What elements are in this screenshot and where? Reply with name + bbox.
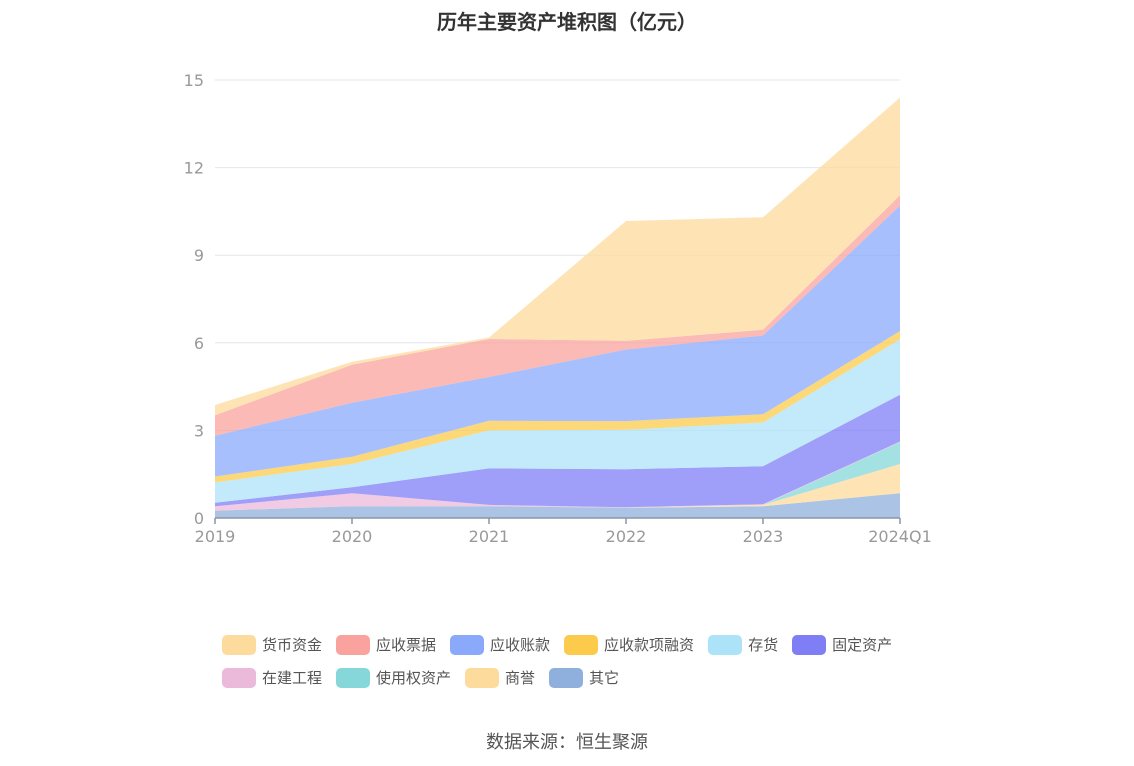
legend-item[interactable]: 货币资金 bbox=[222, 634, 322, 655]
legend-label: 应收款项融资 bbox=[604, 636, 695, 654]
legend-label: 商誉 bbox=[505, 669, 536, 687]
x-tick-label: 2021 bbox=[469, 527, 510, 546]
legend-swatch bbox=[708, 634, 743, 655]
legend-item[interactable]: 应收款项融资 bbox=[564, 634, 694, 655]
area-series bbox=[215, 97, 900, 518]
area-series-9 bbox=[215, 97, 900, 416]
y-tick-label: 15 bbox=[184, 71, 204, 90]
legend-item[interactable]: 其它 bbox=[549, 667, 619, 688]
x-tick-label: 2024Q1 bbox=[868, 527, 932, 546]
area-series-3 bbox=[215, 441, 900, 511]
legend-label: 使用权资产 bbox=[376, 669, 452, 687]
legend-item[interactable]: 应收账款 bbox=[450, 634, 550, 655]
legend-label: 在建工程 bbox=[262, 669, 323, 687]
y-tick-label: 12 bbox=[184, 159, 204, 178]
legend-label: 应收票据 bbox=[376, 636, 437, 654]
legend-row: 货币资金 应收票据 应收账款 应收款项融资 存货 固定资产 bbox=[222, 628, 922, 661]
legend-label: 存货 bbox=[748, 636, 779, 654]
y-tick-label: 6 bbox=[194, 334, 204, 353]
area-series-6 bbox=[215, 331, 900, 483]
legend-swatch bbox=[792, 634, 827, 655]
legend-swatch bbox=[564, 634, 599, 655]
area-series-4 bbox=[215, 394, 900, 508]
x-tick-label: 2023 bbox=[743, 527, 784, 546]
y-tick-label: 9 bbox=[194, 246, 204, 265]
legend: 货币资金 应收票据 应收账款 应收款项融资 存货 固定资产在建工程 使用权资产 商誉 其它 bbox=[222, 628, 922, 694]
legend-row: 在建工程 使用权资产 商誉 其它 bbox=[222, 661, 922, 694]
x-tick-label: 2019 bbox=[195, 527, 236, 546]
legend-item[interactable]: 存货 bbox=[708, 634, 778, 655]
area-series-8 bbox=[215, 195, 900, 436]
legend-swatch bbox=[336, 634, 371, 655]
axes: 0 3 6 9 12 15 2019 2020 2021 2022 2023 2024Q1 bbox=[184, 71, 932, 546]
legend-swatch bbox=[465, 667, 500, 688]
area-series-5 bbox=[215, 339, 900, 503]
y-tick-label: 3 bbox=[194, 421, 204, 440]
legend-label: 固定资产 bbox=[832, 636, 893, 654]
legend-swatch bbox=[222, 667, 256, 688]
legend-item[interactable]: 商誉 bbox=[465, 667, 535, 688]
legend-label: 货币资金 bbox=[262, 636, 323, 654]
legend-swatch bbox=[336, 667, 371, 688]
area-series-0 bbox=[215, 493, 900, 518]
x-tick-label: 2020 bbox=[332, 527, 373, 546]
data-source-note: 数据来源：恒生聚源 bbox=[486, 732, 648, 753]
legend-item[interactable]: 应收票据 bbox=[336, 634, 436, 655]
legend-item[interactable]: 在建工程 bbox=[222, 667, 322, 688]
legend-item[interactable]: 固定资产 bbox=[792, 634, 892, 655]
y-tick-label: 0 bbox=[194, 509, 204, 528]
legend-swatch bbox=[450, 634, 485, 655]
x-tick-label: 2022 bbox=[606, 527, 647, 546]
chart-title: 历年主要资产堆积图（亿元） bbox=[437, 10, 697, 34]
legend-item[interactable]: 使用权资产 bbox=[336, 667, 451, 688]
legend-swatch bbox=[549, 667, 584, 688]
legend-label: 其它 bbox=[589, 669, 620, 687]
area-series-7 bbox=[215, 205, 900, 477]
legend-label: 应收账款 bbox=[490, 636, 551, 654]
legend-swatch bbox=[222, 634, 256, 655]
